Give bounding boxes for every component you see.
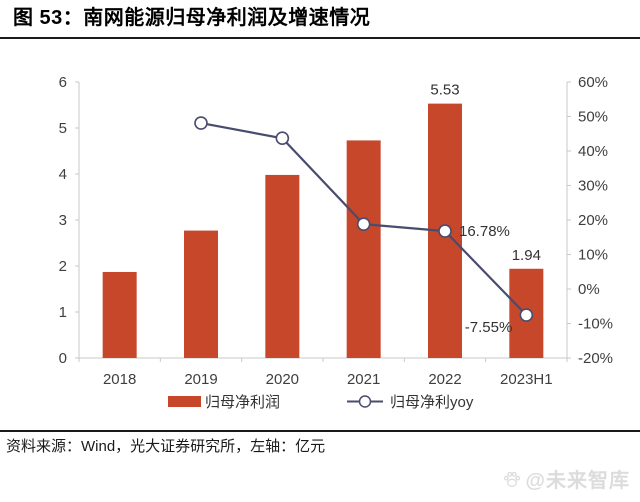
bar-2021 <box>346 140 381 358</box>
x-axis-label: 2023H1 <box>500 371 553 388</box>
yoy-marker-2022 <box>438 224 452 238</box>
left-axis-label: 0 <box>59 350 67 367</box>
data-label: 16.78% <box>459 223 510 240</box>
left-axis-label: 2 <box>59 258 67 275</box>
legend-bar-label: 归母净利润 <box>205 394 280 411</box>
data-label: -7.55% <box>465 319 513 336</box>
yoy-marker-2023H1 <box>519 308 534 322</box>
source-note: 资料来源：Wind，光大证券研究所，左轴：亿元 <box>6 438 326 455</box>
figure-title: 图 53：南网能源归母净利润及增速情况 <box>13 7 371 29</box>
figure-title-row: 图 53：南网能源归母净利润及增速情况 <box>0 0 640 37</box>
net-profit-growth-chart: 0 1 2 3 4 5 6 -20% -10% 0% 10% 20% 30% 40% 50% 60% 2018 2… <box>0 40 640 420</box>
legend-line-marker <box>358 395 372 408</box>
x-axis-label: 2018 <box>103 371 136 388</box>
right-axis-label: 0% <box>578 281 600 298</box>
bar-2019 <box>184 230 218 358</box>
left-axis-label: 5 <box>59 120 67 137</box>
paw-icon <box>502 469 522 489</box>
right-axis-label: 20% <box>578 212 608 229</box>
yoy-marker-2021 <box>356 217 371 231</box>
left-axis-label: 4 <box>59 166 67 183</box>
right-axis-label: 30% <box>578 178 608 195</box>
left-axis-label: 3 <box>59 212 67 229</box>
x-axis-label: 2019 <box>184 371 217 388</box>
yoy-marker-2020 <box>275 131 290 146</box>
watermark-text: @未来智库 <box>525 470 630 492</box>
yoy-marker-2019 <box>194 116 208 130</box>
watermark: @未来智库 <box>502 464 630 493</box>
right-axis-label: -20% <box>578 350 613 367</box>
right-axis-label: 40% <box>578 143 608 160</box>
left-axis-label: 1 <box>59 304 67 321</box>
chart-svg: 0 1 2 3 4 5 6 -20% -10% 0% 10% 20% 30% 40% 50% 60% 2018 2… <box>59 74 613 411</box>
x-axis-label: 2021 <box>347 371 380 388</box>
x-axis-label: 2020 <box>266 371 299 388</box>
bar-2018 <box>102 271 137 358</box>
legend-line-label: 归母净利yoy <box>390 394 474 411</box>
right-axis-label: 60% <box>578 74 608 91</box>
data-label: 1.94 <box>512 247 541 264</box>
right-axis-label: 10% <box>578 247 608 264</box>
legend-bar-swatch <box>168 396 201 407</box>
footer-divider <box>0 430 640 432</box>
data-label: 5.53 <box>430 82 459 99</box>
x-axis-label: 2022 <box>428 371 461 388</box>
title-divider <box>0 37 640 39</box>
bar-2020 <box>265 174 300 358</box>
right-axis-label: 50% <box>578 109 608 126</box>
right-axis-label: -10% <box>578 316 613 333</box>
left-axis-label: 6 <box>59 74 67 91</box>
